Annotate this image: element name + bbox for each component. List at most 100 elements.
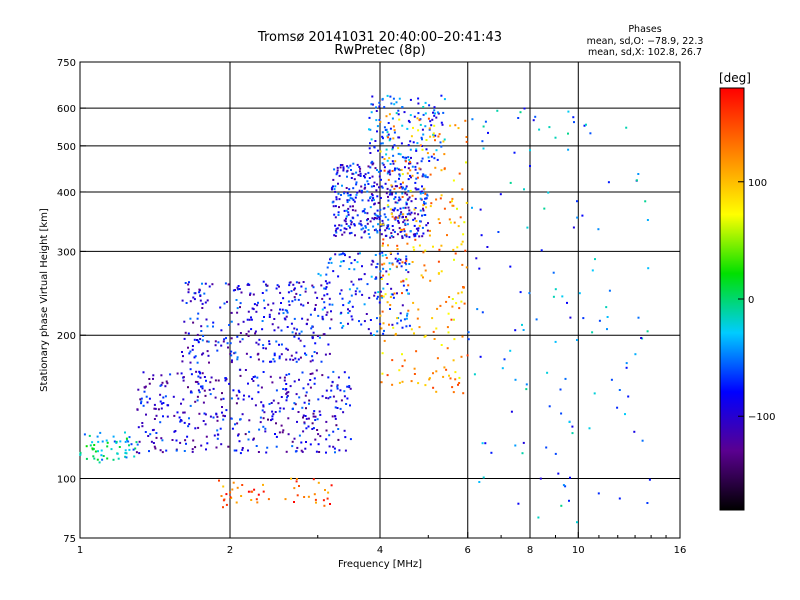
data-point — [280, 329, 283, 332]
data-point — [421, 235, 424, 238]
data-point — [443, 138, 446, 141]
data-point — [392, 326, 395, 329]
data-point — [445, 300, 448, 303]
data-point — [373, 202, 376, 205]
data-point — [451, 200, 453, 203]
data-point — [295, 478, 298, 480]
data-point — [412, 233, 415, 236]
data-point — [440, 194, 443, 197]
data-point — [293, 335, 296, 338]
data-point — [309, 443, 312, 446]
data-point — [408, 212, 410, 215]
data-point — [585, 123, 587, 126]
data-point — [230, 354, 233, 357]
data-point — [348, 268, 351, 270]
data-point — [401, 365, 404, 368]
data-point — [251, 397, 254, 400]
data-point — [486, 246, 489, 248]
data-point — [239, 418, 241, 421]
data-point — [277, 326, 280, 329]
data-point — [352, 283, 355, 286]
data-point — [401, 261, 404, 264]
data-point — [204, 394, 207, 397]
data-point — [432, 132, 435, 135]
data-point — [358, 252, 361, 255]
data-point — [607, 181, 610, 184]
data-point — [478, 267, 481, 270]
data-point — [198, 288, 201, 291]
data-point — [401, 292, 403, 295]
data-point — [387, 205, 390, 208]
data-point — [299, 294, 302, 296]
data-point — [222, 414, 225, 417]
data-point — [471, 206, 473, 209]
data-point — [216, 415, 219, 418]
data-point — [318, 410, 321, 413]
data-point — [295, 351, 298, 354]
data-point — [225, 493, 228, 496]
data-point — [197, 375, 200, 378]
data-point — [343, 227, 346, 230]
data-point — [608, 289, 611, 292]
data-point — [404, 192, 407, 195]
data-point — [648, 478, 651, 481]
data-point — [374, 167, 377, 170]
data-point — [234, 351, 237, 354]
data-point — [190, 373, 193, 376]
data-point — [399, 229, 402, 231]
data-point — [421, 185, 423, 188]
data-point — [182, 376, 185, 379]
data-point — [400, 185, 403, 188]
data-point — [453, 338, 456, 341]
data-point — [561, 295, 564, 298]
data-point — [446, 234, 448, 237]
data-point — [230, 311, 233, 314]
data-point — [421, 145, 423, 147]
data-point — [349, 219, 352, 222]
data-point — [369, 206, 372, 209]
data-point — [345, 209, 348, 212]
data-point — [311, 355, 314, 358]
data-point — [443, 207, 446, 210]
data-point — [637, 316, 640, 319]
data-point — [410, 328, 413, 331]
data-point — [79, 453, 82, 456]
data-point — [386, 187, 389, 190]
data-point — [396, 244, 399, 247]
phase-stats-x: mean, sd,X: 102.8, 26.7 — [588, 47, 702, 58]
data-point — [313, 382, 316, 385]
data-point — [219, 427, 222, 430]
data-point — [393, 131, 396, 134]
data-point — [332, 395, 335, 398]
data-point — [252, 437, 255, 440]
data-point — [334, 205, 337, 208]
data-point — [335, 424, 338, 427]
data-point — [331, 186, 333, 189]
data-point — [407, 292, 410, 295]
data-point — [278, 285, 280, 288]
data-point — [438, 248, 441, 251]
data-point — [281, 431, 284, 434]
data-point — [381, 251, 384, 254]
data-point — [312, 478, 315, 481]
data-point — [457, 383, 459, 386]
data-point — [379, 229, 381, 232]
data-point — [262, 347, 265, 350]
data-point — [581, 214, 584, 217]
x-axis-ticks: 1 2 4 6 8 10 16 — [77, 532, 686, 556]
data-point — [273, 329, 276, 332]
data-point — [459, 216, 462, 219]
data-point — [417, 227, 420, 230]
data-point — [401, 235, 404, 238]
data-point — [390, 184, 393, 187]
data-point — [141, 425, 144, 428]
data-point — [545, 446, 548, 449]
data-point — [269, 375, 272, 378]
data-point — [370, 263, 373, 266]
data-point — [207, 354, 210, 357]
data-point — [273, 354, 276, 357]
data-point — [203, 376, 206, 378]
data-point — [409, 189, 412, 192]
data-point — [380, 276, 383, 279]
data-point — [336, 407, 339, 409]
